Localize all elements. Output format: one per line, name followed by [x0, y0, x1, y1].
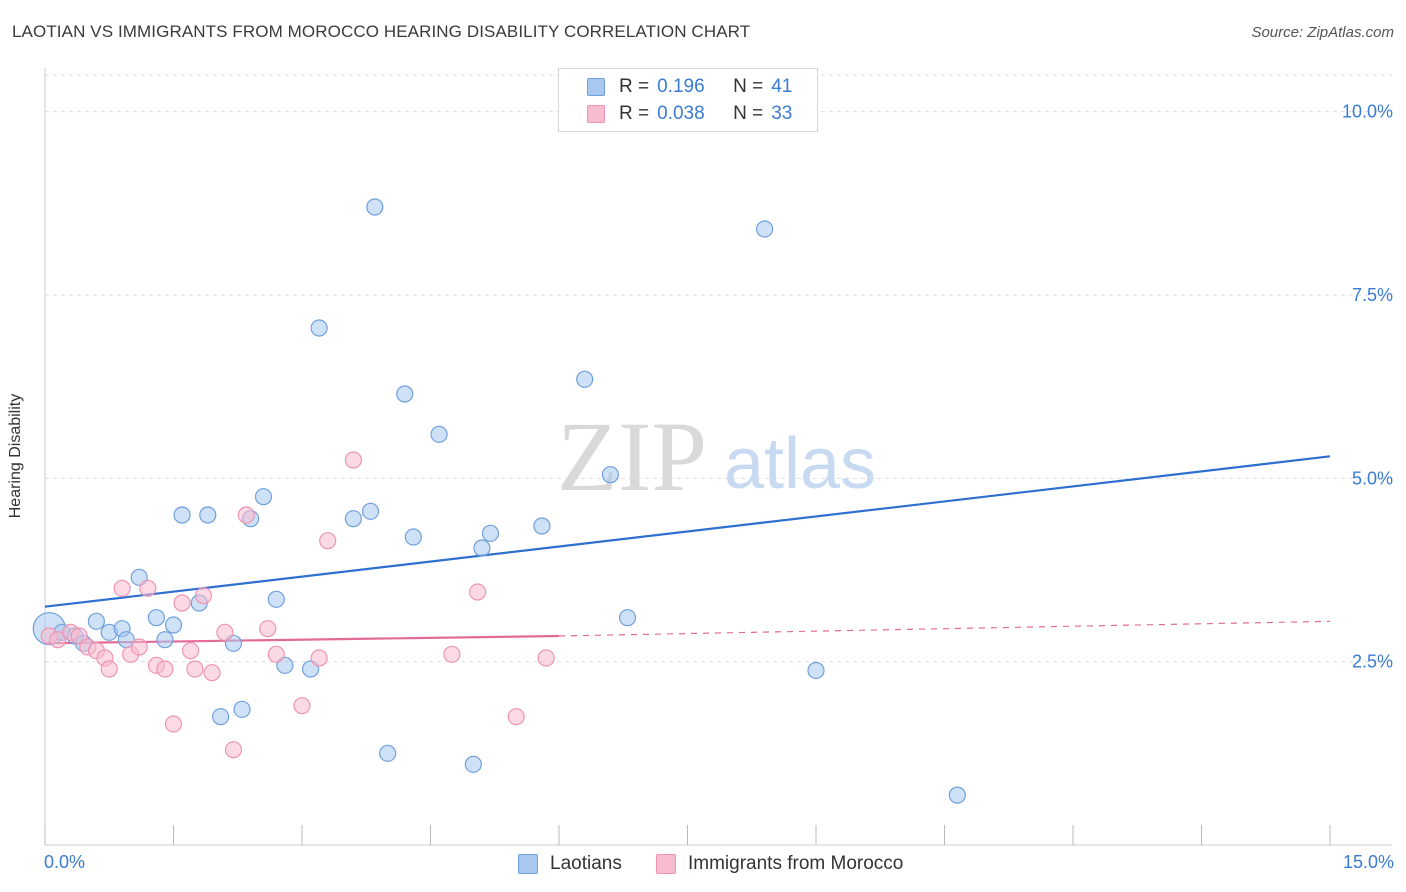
- point-morocco: [139, 579, 157, 597]
- point-laotians: [199, 506, 217, 524]
- watermark-atlas: atlas: [724, 424, 876, 504]
- legend-label-morocco: Immigrants from Morocco: [688, 853, 904, 874]
- legend-swatch-morocco: [656, 854, 676, 874]
- point-laotians: [173, 506, 191, 524]
- legend-item-laotians: Laotians: [518, 852, 622, 876]
- point-morocco: [293, 697, 311, 715]
- legend-r-value: 0.196: [657, 76, 705, 97]
- y-tick-label: 10.0%: [1342, 102, 1393, 122]
- point-laotians: [267, 590, 285, 608]
- point-morocco: [130, 638, 148, 656]
- point-laotians: [344, 510, 362, 528]
- point-morocco: [164, 715, 183, 733]
- legend-n-value: 41: [771, 76, 793, 97]
- legend-swatch-laotians: [518, 854, 538, 874]
- point-laotians: [147, 609, 165, 627]
- trend-line-laotians: [44, 455, 1331, 608]
- x-tick-label-min: 0.0%: [44, 852, 86, 872]
- legend-item-morocco: Immigrants from Morocco: [656, 852, 903, 876]
- watermark-zip: ZIP: [557, 401, 707, 512]
- point-laotians: [156, 631, 174, 649]
- point-morocco: [49, 631, 67, 649]
- grid-lines: [45, 74, 1392, 663]
- point-morocco: [319, 532, 337, 550]
- point-morocco: [113, 579, 131, 597]
- point-morocco: [224, 741, 243, 759]
- point-morocco: [100, 660, 118, 678]
- point-morocco: [267, 645, 285, 663]
- point-laotians: [533, 517, 551, 535]
- point-laotians: [366, 198, 384, 216]
- chart-title: LAOTIAN VS IMMIGRANTS FROM MOROCCO HEARI…: [12, 22, 751, 41]
- legend-label-laotians: Laotians: [550, 853, 622, 874]
- point-laotians: [473, 539, 491, 557]
- point-laotians: [755, 220, 774, 238]
- point-laotians: [618, 609, 637, 627]
- point-morocco: [216, 623, 234, 641]
- point-morocco: [469, 583, 487, 601]
- point-laotians: [430, 425, 448, 443]
- point-morocco: [443, 645, 461, 663]
- x-tick-label-max: 15.0%: [1342, 852, 1394, 872]
- legend-row-laotians: R = 0.196 N = 41: [587, 75, 792, 99]
- point-morocco: [156, 660, 174, 678]
- point-laotians: [164, 616, 183, 634]
- legend-n-value: 33: [771, 103, 793, 124]
- legend-r-value: 0.038: [657, 103, 705, 124]
- point-morocco: [203, 664, 221, 682]
- point-laotians: [807, 661, 825, 680]
- correlation-legend: R = 0.196 N = 41 R = 0.038 N = 33: [558, 68, 818, 132]
- legend-r-label: R =: [619, 76, 650, 97]
- point-morocco: [194, 587, 213, 605]
- y-axis-label: Hearing Disability: [7, 393, 24, 519]
- y-tick-label: 7.5%: [1352, 285, 1393, 305]
- source-label: Source: ZipAtlas.com: [1251, 24, 1394, 41]
- point-laotians: [601, 466, 620, 484]
- data-points: [32, 198, 966, 804]
- axes: [44, 68, 1392, 846]
- legend-swatch-laotians: [587, 78, 605, 96]
- legend-swatch-morocco: [587, 105, 605, 123]
- y-tick-labels: 2.5% 5.0% 7.5% 10.0%: [1342, 102, 1393, 672]
- point-morocco: [186, 660, 204, 678]
- watermark: ZIP atlas: [557, 401, 876, 512]
- point-morocco: [507, 708, 525, 726]
- point-morocco: [310, 649, 328, 667]
- y-tick-label: 2.5%: [1352, 652, 1393, 672]
- point-laotians: [576, 370, 594, 388]
- point-laotians: [233, 700, 251, 718]
- point-laotians: [212, 708, 230, 726]
- point-morocco: [237, 506, 255, 524]
- point-morocco: [259, 620, 277, 638]
- point-laotians: [481, 524, 500, 542]
- point-morocco: [344, 451, 362, 469]
- legend-n-label: N =: [733, 76, 764, 97]
- legend-row-morocco: R = 0.038 N = 33: [587, 102, 792, 126]
- point-laotians: [404, 528, 422, 546]
- point-morocco: [537, 649, 555, 667]
- point-laotians: [361, 502, 380, 520]
- point-laotians: [254, 488, 273, 506]
- point-laotians: [396, 385, 414, 403]
- point-laotians: [464, 755, 482, 773]
- point-laotians: [310, 319, 328, 337]
- point-morocco: [173, 594, 191, 612]
- trend-line-morocco: [558, 620, 1331, 637]
- point-morocco: [182, 642, 200, 660]
- legend-r-label: R =: [619, 103, 650, 124]
- y-tick-label: 5.0%: [1352, 468, 1393, 488]
- point-laotians: [87, 612, 106, 630]
- legend-n-label: N =: [733, 103, 764, 124]
- point-laotians: [379, 744, 397, 762]
- point-laotians: [948, 786, 966, 804]
